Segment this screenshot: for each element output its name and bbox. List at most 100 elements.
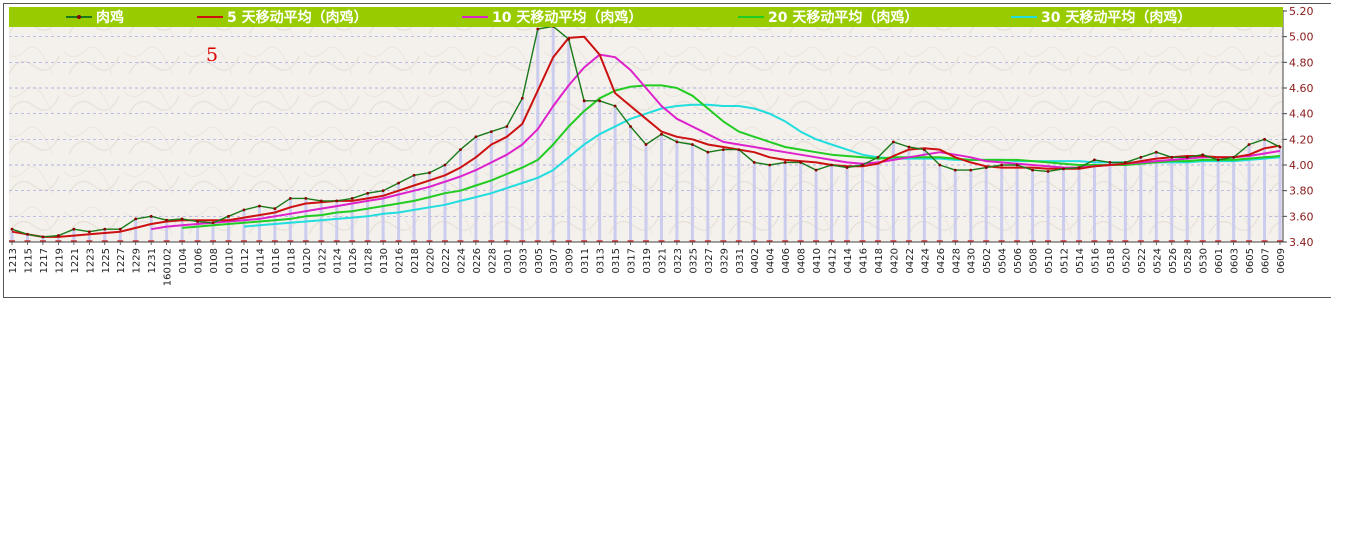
data-point xyxy=(350,196,354,200)
data-point xyxy=(1170,155,1174,159)
x-tick-label: 0331 xyxy=(735,248,746,273)
value-bar xyxy=(1139,157,1143,242)
value-bar xyxy=(1015,165,1019,242)
data-point xyxy=(1046,170,1050,173)
data-point xyxy=(26,232,29,236)
x-tick-label: 0311 xyxy=(580,248,591,273)
data-point xyxy=(1108,161,1112,164)
data-point xyxy=(443,163,447,167)
y-tick-label: 5.20 xyxy=(1289,5,1314,18)
value-bar xyxy=(706,152,710,242)
x-tick-label: 0420 xyxy=(889,248,900,273)
y-tick-label: 4.00 xyxy=(1289,159,1314,172)
y-tick-label: 3.40 xyxy=(1289,236,1314,249)
x-tick-label: 0317 xyxy=(627,248,638,273)
legend-label: 30 天移动平均（肉鸡） xyxy=(1041,9,1191,26)
x-tick-label: 0422 xyxy=(905,248,916,273)
value-bar xyxy=(56,235,60,242)
chart-frame: 3.40 3.60 3.80 4.00 4.20 4.40 4.60 4.80 5.00 5.20… xyxy=(3,3,1331,298)
value-bar xyxy=(752,162,756,242)
value-bar xyxy=(226,216,230,242)
x-tick-label: 0106 xyxy=(194,248,205,273)
data-point xyxy=(644,143,648,146)
data-point xyxy=(428,171,431,175)
data-point xyxy=(1077,166,1081,169)
data-point xyxy=(721,148,725,152)
data-point xyxy=(489,130,493,134)
value-bar xyxy=(41,236,45,242)
data-point xyxy=(397,181,400,185)
x-tick-label: 0402 xyxy=(750,248,761,273)
value-bar xyxy=(1154,152,1158,242)
legend-label: 10 天移动平均（肉鸡） xyxy=(492,9,642,26)
data-point xyxy=(366,191,370,195)
data-point xyxy=(1185,155,1189,159)
value-bar xyxy=(118,229,122,242)
y-tick-label: 3.80 xyxy=(1289,185,1314,198)
x-tick-label: 0124 xyxy=(333,248,344,273)
data-point xyxy=(180,217,184,221)
value-bar xyxy=(366,193,370,242)
value-bar xyxy=(860,165,864,242)
x-tick-label: 1215 xyxy=(24,248,35,273)
value-bar xyxy=(1123,162,1127,242)
x-tick-label: 0404 xyxy=(766,248,777,273)
y-tick-label: 4.40 xyxy=(1289,108,1314,121)
value-bar xyxy=(799,162,803,242)
x-tick-label: 1221 xyxy=(70,248,81,273)
x-tick-label: 0510 xyxy=(1044,248,1055,273)
x-tick-label: 0222 xyxy=(441,248,452,273)
value-bar xyxy=(1000,165,1004,242)
data-point xyxy=(1247,143,1251,146)
value-bar xyxy=(582,100,586,242)
value-bar xyxy=(381,190,385,242)
data-point xyxy=(938,163,942,167)
x-tick-label: 0128 xyxy=(364,248,375,273)
x-tick-label: 0228 xyxy=(487,248,498,273)
x-tick-label: 0520 xyxy=(1121,248,1132,273)
value-bar xyxy=(1062,168,1066,242)
data-point xyxy=(72,227,76,231)
data-point xyxy=(845,166,849,169)
x-tick-label: 0504 xyxy=(998,248,1009,273)
x-tick-label: 0118 xyxy=(286,248,297,273)
x-tick-label: 0303 xyxy=(518,248,529,273)
value-bar xyxy=(690,144,694,242)
data-point xyxy=(1263,137,1266,141)
value-bar xyxy=(644,144,648,242)
value-bar xyxy=(319,200,323,242)
value-bar xyxy=(211,222,215,242)
value-bar xyxy=(257,206,261,242)
x-tick-label: 1225 xyxy=(101,248,112,273)
x-tick-label: 0514 xyxy=(1075,248,1086,273)
data-point xyxy=(876,155,880,159)
legend: 肉鸡 5 天移动平均（肉鸡） 10 天移动平均（肉鸡） 20 天移动平均（肉鸡） 30 … xyxy=(66,9,1191,26)
data-point xyxy=(1216,158,1220,162)
x-tick-label: 0216 xyxy=(395,248,406,273)
x-tick-label: 0114 xyxy=(255,248,266,273)
x-tick-label: 0313 xyxy=(596,248,607,273)
value-bar xyxy=(1185,157,1189,242)
x-tick-label: 0329 xyxy=(719,248,730,273)
x-tick-label: 0307 xyxy=(549,248,560,273)
y-tick-label: 4.80 xyxy=(1289,56,1314,69)
value-bar xyxy=(412,175,416,242)
y-tick-label: 4.20 xyxy=(1289,133,1314,146)
data-point xyxy=(613,104,617,108)
data-point xyxy=(1278,145,1282,149)
data-point xyxy=(505,125,509,128)
value-bar xyxy=(288,198,292,242)
x-tick-label: 0418 xyxy=(874,248,885,273)
value-bar xyxy=(25,234,29,242)
data-point xyxy=(783,161,787,164)
value-bar xyxy=(304,198,308,242)
data-point xyxy=(582,99,586,103)
value-bar xyxy=(87,231,91,242)
data-point xyxy=(412,173,416,177)
x-tick-label: 1219 xyxy=(54,248,65,273)
x-tick-label: 0116 xyxy=(271,248,282,273)
x-tick-label: 0502 xyxy=(982,248,993,273)
x-tick-label: 0226 xyxy=(472,248,483,273)
data-point xyxy=(273,207,277,211)
x-tick-layer: 1213 1215 1217 1219 1221 1223 1225 1227 1229 1231… xyxy=(8,242,1287,286)
